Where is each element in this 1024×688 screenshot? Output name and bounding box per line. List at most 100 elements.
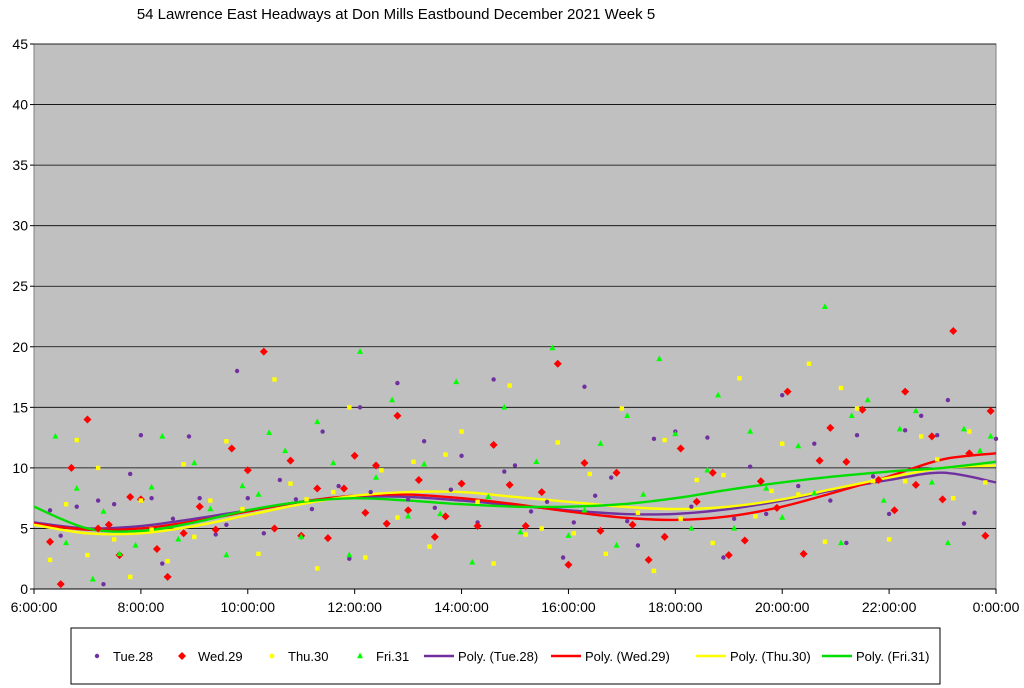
point-thu-30	[822, 539, 828, 544]
point-wed-29	[596, 526, 605, 535]
point-thu-30	[886, 537, 892, 542]
y-tick-label: 5	[20, 520, 28, 536]
point-tue-28	[421, 439, 427, 444]
plot-area	[33, 43, 997, 590]
point-tue-28	[993, 436, 999, 442]
point-tue-28	[886, 511, 892, 517]
point-tue-28	[459, 453, 464, 458]
point-fri-31	[405, 512, 412, 519]
point-tue-28	[592, 493, 598, 498]
point-wed-29	[313, 484, 322, 493]
point-wed-29	[692, 497, 701, 506]
point-tue-28	[512, 463, 518, 468]
point-tue-28	[149, 495, 154, 501]
legend-label-poly-wed-29: Poly. (Wed.29)	[585, 649, 670, 664]
point-fri-31	[389, 396, 396, 403]
point-fri-31	[624, 412, 631, 419]
point-wed-29	[67, 463, 76, 472]
legend-swatch-wed-29	[178, 652, 186, 660]
point-wed-29	[676, 444, 685, 453]
legend-label-wed-29: Wed.29	[198, 649, 243, 664]
point-fri-31	[864, 396, 871, 403]
point-wed-29	[756, 477, 765, 486]
point-tue-28	[961, 521, 967, 526]
point-wed-29	[986, 406, 995, 415]
point-wed-29	[211, 525, 220, 534]
point-wed-29	[489, 440, 498, 449]
point-thu-30	[272, 377, 277, 382]
trendline-poly-fri-31	[33, 460, 997, 533]
point-thu-30	[918, 434, 924, 439]
point-fri-31	[73, 484, 80, 491]
y-tick-label: 0	[20, 581, 28, 597]
point-thu-30	[347, 405, 352, 410]
point-fri-31	[239, 482, 246, 489]
point-thu-30	[95, 465, 101, 471]
point-thu-30	[165, 558, 170, 564]
point-fri-31	[821, 303, 828, 310]
legend-swatch-thu-30	[269, 653, 275, 659]
point-thu-30	[539, 526, 544, 531]
y-tick-label: 30	[12, 218, 28, 234]
point-wed-29	[537, 488, 546, 497]
point-wed-29	[372, 461, 381, 470]
point-thu-30	[111, 537, 117, 542]
y-tick-label: 35	[12, 157, 28, 173]
point-wed-29	[858, 405, 867, 414]
point-tue-28	[160, 561, 165, 566]
chart-title: 54 Lawrence East Headways at Don Mills E…	[137, 6, 655, 23]
point-tue-28	[293, 497, 299, 502]
point-wed-29	[430, 532, 439, 541]
x-tick-label: 16:00:00	[541, 599, 596, 615]
point-fri-31	[763, 484, 770, 491]
point-wed-29	[981, 531, 990, 540]
x-tick-label: 18:00:00	[648, 599, 703, 615]
point-wed-29	[724, 551, 733, 560]
point-tue-28	[261, 531, 267, 536]
point-fri-31	[811, 489, 818, 496]
point-wed-29	[243, 466, 252, 475]
point-tue-28	[309, 506, 315, 512]
x-tick-label: 20:00:00	[755, 599, 810, 615]
point-thu-30	[523, 532, 528, 537]
point-fri-31	[159, 432, 166, 439]
point-fri-31	[747, 428, 754, 434]
point-wed-29	[612, 468, 621, 477]
point-thu-30	[459, 429, 464, 434]
point-wed-29	[46, 537, 55, 546]
point-fri-31	[848, 412, 855, 419]
point-fri-31	[469, 558, 476, 565]
point-fri-31	[912, 407, 919, 414]
point-thu-30	[475, 499, 480, 504]
point-wed-29	[521, 522, 530, 531]
point-fri-31	[533, 458, 540, 465]
point-thu-30	[138, 498, 144, 503]
point-wed-29	[911, 480, 920, 489]
point-tue-28	[277, 477, 283, 483]
point-thu-30	[208, 498, 213, 503]
point-fri-31	[89, 575, 96, 582]
point-thu-30	[854, 406, 860, 411]
point-wed-29	[815, 456, 824, 465]
point-fri-31	[688, 524, 695, 531]
point-wed-29	[350, 451, 359, 460]
point-thu-30	[47, 557, 53, 563]
point-thu-30	[635, 510, 641, 515]
point-fri-31	[838, 539, 845, 546]
point-fri-31	[501, 403, 508, 410]
point-thu-30	[951, 495, 956, 501]
point-fri-31	[266, 429, 273, 435]
point-fri-31	[779, 514, 786, 520]
point-thu-30	[427, 544, 432, 549]
point-fri-31	[896, 425, 903, 432]
point-fri-31	[565, 532, 572, 538]
point-tue-28	[74, 504, 79, 509]
point-tue-28	[368, 489, 373, 495]
point-thu-30	[443, 452, 448, 457]
point-fri-31	[357, 348, 364, 354]
point-wed-29	[826, 423, 835, 432]
point-tue-28	[491, 377, 496, 382]
point-fri-31	[485, 493, 492, 500]
data-points	[46, 303, 999, 589]
